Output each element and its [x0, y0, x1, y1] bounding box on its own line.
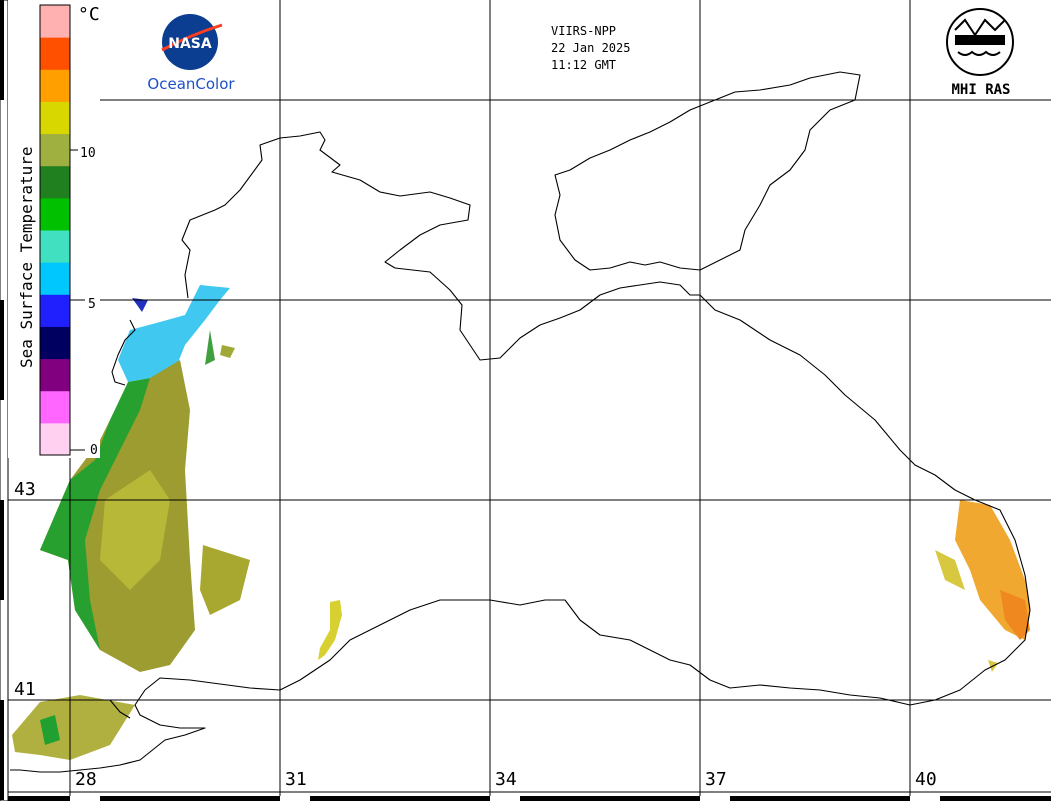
- legend-tick-5: 5: [88, 297, 96, 312]
- legend-tick-10: 10: [80, 146, 96, 161]
- lon-label-28: 28: [75, 769, 97, 790]
- lat-label-43: 43: [14, 479, 36, 500]
- coastline: [10, 71, 1031, 773]
- color-bar-segment: [40, 5, 70, 38]
- color-bar-segment: [40, 358, 70, 392]
- legend-unit: °C: [78, 4, 100, 25]
- acquisition-time: 11:12 GMT: [551, 58, 616, 72]
- lat-label-41: 41: [14, 679, 36, 700]
- color-bar-segment: [40, 326, 70, 360]
- lon-label-37: 37: [705, 769, 727, 790]
- left-ruler: [0, 0, 9, 801]
- bottom-ruler: [0, 791, 1051, 801]
- color-bar-segment: [40, 37, 70, 70]
- longitude-labels: 28 31 34 37 40: [75, 769, 937, 790]
- mhi-ras-text: MHI RAS: [951, 82, 1010, 98]
- color-bar-segment: [40, 101, 70, 135]
- legend-title: Sea Surface Temperature: [17, 146, 36, 368]
- color-bar: [40, 5, 70, 456]
- acquisition-date: 22 Jan 2025: [551, 41, 630, 55]
- color-bar-segment: [40, 294, 70, 327]
- lon-label-40: 40: [915, 769, 937, 790]
- acquisition-header: VIIRS-NPP 22 Jan 2025 11:12 GMT: [551, 24, 630, 72]
- nasa-logo-text: NASA: [168, 36, 212, 52]
- mhi-ras-logo: MHI RAS: [946, 8, 1014, 98]
- color-bar-segment: [40, 422, 70, 456]
- legend-tick-0: 0: [90, 443, 98, 458]
- latitude-labels: 41 43: [14, 479, 36, 700]
- color-bar-segment: [40, 69, 70, 102]
- color-bar-segment: [40, 262, 70, 295]
- lon-label-31: 31: [285, 769, 307, 790]
- color-bar-segment: [40, 133, 70, 167]
- color-bar-segment: [40, 230, 70, 263]
- nasa-logo: NASA OceanColor: [147, 14, 235, 93]
- sst-south-patch: [318, 600, 342, 660]
- legend: °C 0 5 10 Sea Surface Temperature: [8, 0, 100, 458]
- lon-label-34: 34: [495, 769, 517, 790]
- oceancolor-logo-text: OceanColor: [147, 75, 235, 93]
- sst-east-patch: [935, 500, 1030, 672]
- sst-west-patch: [12, 285, 250, 760]
- color-bar-segment: [40, 165, 70, 199]
- color-bar-segment: [40, 197, 70, 231]
- satellite-name: VIIRS-NPP: [551, 24, 616, 38]
- color-bar-segment: [40, 390, 70, 424]
